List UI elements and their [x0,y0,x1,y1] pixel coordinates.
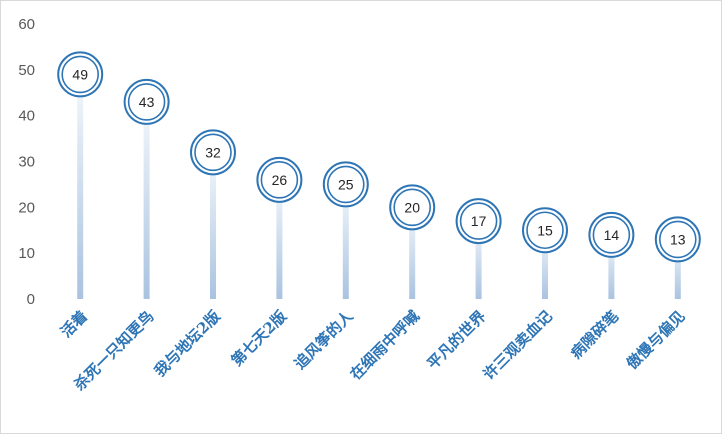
marker-inner-ring [459,202,498,240]
value-marker: 43 [123,78,170,125]
bar [77,74,84,300]
marker-inner-ring [61,55,99,94]
value-marker: 17 [455,198,502,245]
marker-inner-ring [658,220,697,259]
data-label: 15 [537,222,553,238]
y-axis: 0 10 20 30 40 50 60 [18,16,35,308]
marker-inner-ring [326,165,365,204]
value-marker: 13 [654,216,701,263]
y-tick-label: 0 [27,291,35,308]
x-tick-label: 我与地坛2版 [151,307,224,380]
value-marker: 20 [389,184,436,231]
y-tick-label: 10 [18,245,35,262]
data-label: 26 [272,172,288,188]
data-label: 25 [338,176,354,192]
y-tick-label: 40 [18,108,35,125]
bar [276,179,283,299]
y-tick-label: 30 [18,154,35,171]
marker-inner-ring [592,216,631,254]
marker-inner-ring [526,211,564,250]
y-tick-label: 60 [18,16,35,33]
x-tick-label: 活着 [57,307,91,341]
data-label: 17 [471,213,487,229]
value-marker: 32 [190,129,236,176]
x-tick-label: 傲慢与偏见 [623,307,689,373]
data-label: 32 [205,144,221,160]
data-label: 20 [404,199,420,215]
value-marker: 49 [57,51,104,98]
x-tick-label: 第七天2版 [228,307,291,370]
bar [608,234,615,299]
x-tick-label: 病隙碎笔 [567,307,622,362]
bar [143,101,150,300]
bar [210,152,216,299]
bar [409,207,416,299]
data-label: 14 [604,227,620,243]
value-marker: 26 [256,156,303,203]
bar [475,221,482,299]
bar [542,230,548,299]
x-tick-label: 许三观卖血记 [479,307,555,383]
marker-inner-ring [194,133,232,172]
x-tick-label: 平凡的世界 [424,307,490,373]
value-marker: 25 [322,161,369,208]
x-tick-label: 在细雨中呼喊 [347,307,423,383]
marker-inner-ring [260,161,299,199]
value-markers: 49 43 32 26 25 20 17 15 14 13 [57,51,701,263]
data-label: 13 [670,231,686,247]
y-tick-label: 50 [18,62,35,79]
marker-inner-ring [393,188,432,227]
x-tick-label: 追风筝的人 [291,306,357,372]
data-label: 49 [72,66,88,82]
marker-inner-ring [127,83,166,121]
value-marker: 15 [522,207,568,254]
bar [342,184,349,299]
bar [674,239,681,299]
y-tick-label: 20 [18,199,35,216]
bar-stems [77,74,681,300]
data-label: 43 [139,94,155,110]
value-marker: 14 [588,211,635,258]
